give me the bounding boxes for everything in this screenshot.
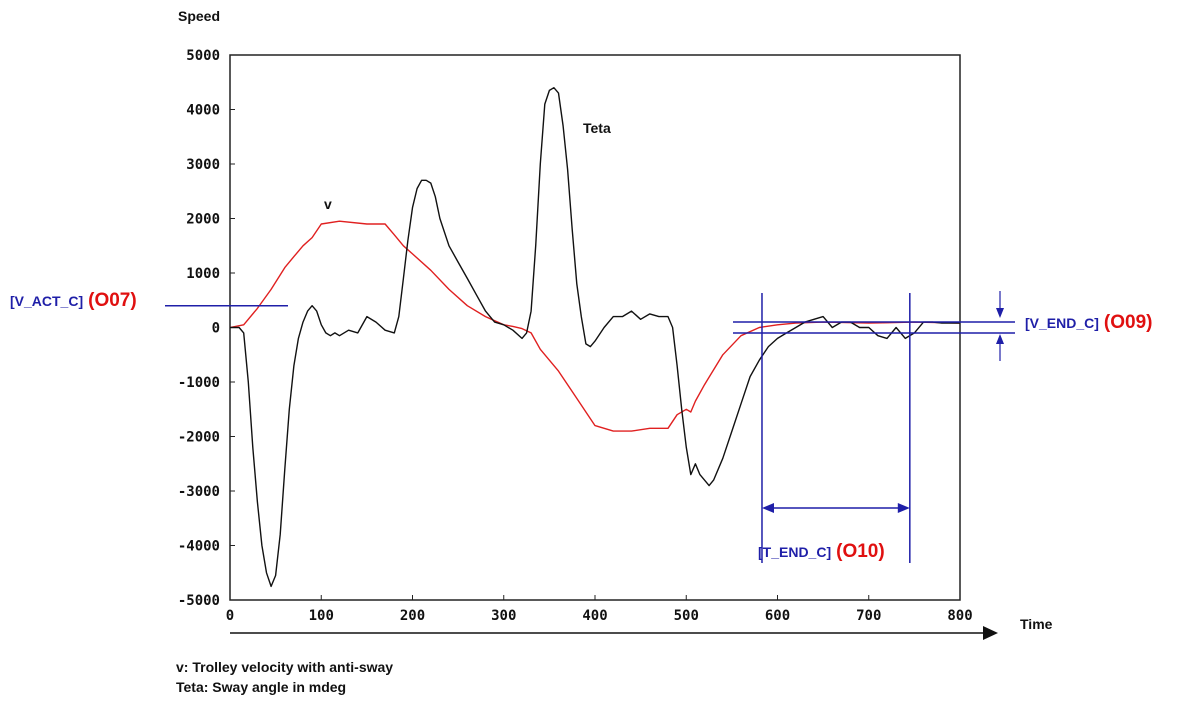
y-tick-label: 0 bbox=[212, 321, 220, 337]
x-tick-label: 600 bbox=[765, 608, 790, 624]
series-label-v: v bbox=[324, 196, 332, 212]
x-tick-label: 800 bbox=[947, 608, 972, 624]
t-end-span-arrowhead-right bbox=[897, 503, 910, 513]
series-line-teta bbox=[230, 86, 960, 588]
series-group bbox=[229, 86, 961, 588]
t-end-label: [T_END_C] bbox=[758, 544, 831, 560]
v-end-code: (O09) bbox=[1104, 312, 1153, 333]
y-tick-label: 2000 bbox=[186, 212, 220, 228]
time-axis-arrowhead bbox=[983, 626, 998, 640]
x-tick-label: 400 bbox=[582, 608, 607, 624]
y-tick-label: 4000 bbox=[186, 103, 220, 119]
x-tick-label: 0 bbox=[226, 608, 234, 624]
footnote-v: v: Trolley velocity with anti-sway bbox=[176, 659, 393, 675]
ticks-group: 500040003000200010000-1000-2000-3000-400… bbox=[178, 48, 973, 624]
y-tick-label: 3000 bbox=[186, 157, 220, 173]
footnote-teta: Teta: Sway angle in mdeg bbox=[176, 679, 346, 695]
t-end-code: (O10) bbox=[836, 541, 885, 562]
x-tick-label: 700 bbox=[856, 608, 881, 624]
plot-frame bbox=[229, 54, 961, 601]
x-tick-label: 200 bbox=[400, 608, 425, 624]
y-tick-label: -1000 bbox=[178, 375, 220, 391]
v-end-annotation: [V_END_C] (O09) bbox=[1025, 312, 1152, 333]
v-act-label: [V_ACT_C] bbox=[10, 293, 83, 309]
t-end-annotation: [T_END_C] (O10) bbox=[758, 541, 885, 562]
y-axis-title: Speed bbox=[178, 8, 220, 24]
v-end-arrow-top-head bbox=[996, 308, 1004, 318]
x-tick-label: 100 bbox=[309, 608, 334, 624]
v-end-arrow-bottom-head bbox=[996, 334, 1004, 344]
y-tick-label: -3000 bbox=[178, 484, 220, 500]
y-tick-label: -2000 bbox=[178, 430, 220, 446]
t-end-span-arrowhead-left bbox=[761, 503, 774, 513]
x-tick-label: 300 bbox=[491, 608, 516, 624]
v-end-label: [V_END_C] bbox=[1025, 315, 1099, 331]
series-label-teta: Teta bbox=[583, 120, 611, 136]
x-tick-label: 500 bbox=[674, 608, 699, 624]
x-axis-title: Time bbox=[1020, 616, 1053, 632]
v-act-code: (O07) bbox=[88, 290, 137, 311]
y-tick-label: 5000 bbox=[186, 48, 220, 64]
series-line-v bbox=[229, 220, 961, 432]
y-tick-label: 1000 bbox=[186, 266, 220, 282]
y-tick-label: -4000 bbox=[178, 539, 220, 555]
y-tick-label: -5000 bbox=[178, 593, 220, 609]
v-act-annotation: [V_ACT_C] (O07) bbox=[10, 290, 137, 311]
